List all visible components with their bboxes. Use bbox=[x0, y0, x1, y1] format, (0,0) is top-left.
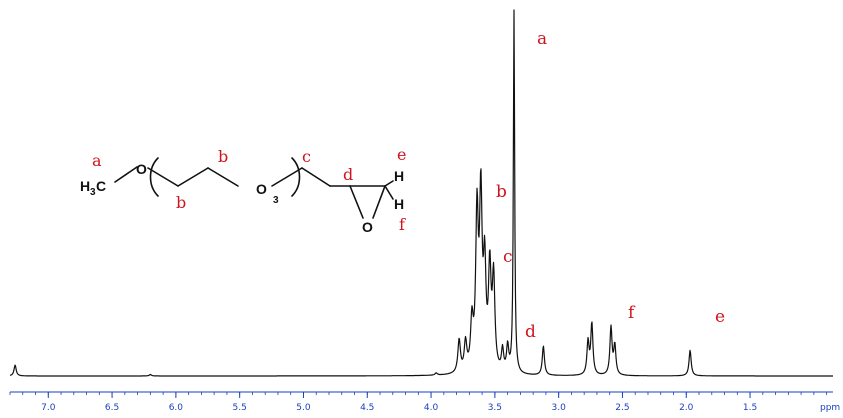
axis-tick-labels: 7.0 6.5 6.0 5.5 5.0 4.5 4.0 3.5 3.0 2.5 2.0 1.5 bbox=[41, 403, 757, 413]
bond-ch2-o bbox=[207, 167, 239, 187]
atom-methyl-sub: 3 bbox=[90, 187, 96, 198]
axis-ticks bbox=[9, 392, 828, 398]
structure-atoms: H 3 C O O 3 O H H bbox=[80, 161, 404, 235]
axis-tick-label: 3.5 bbox=[488, 403, 502, 413]
axis-tick-label: 4.0 bbox=[424, 403, 439, 413]
peak-label-e: e bbox=[715, 307, 725, 327]
atom-methyl-h: H bbox=[80, 178, 90, 194]
bond-epoxide-left bbox=[349, 185, 364, 219]
bond-o-ch2 bbox=[147, 167, 179, 187]
atom-epoxide-o: O bbox=[362, 219, 373, 235]
spectrum-trace bbox=[9, 9, 834, 377]
bond-methyl-o bbox=[114, 166, 138, 183]
repeat-bracket-left bbox=[149, 157, 159, 197]
bond-epoxide-right bbox=[372, 185, 386, 219]
struct-label-a: a bbox=[92, 151, 102, 170]
bond-c-d bbox=[301, 167, 331, 187]
axis-tick-label: 6.5 bbox=[105, 403, 119, 413]
axis-tick-label: 2.5 bbox=[615, 403, 629, 413]
axis-tick-label: 6.0 bbox=[169, 403, 184, 413]
chemical-structure: H 3 C O O 3 O H H a b b c d e f bbox=[80, 145, 406, 235]
axis-tick-label: 2.0 bbox=[679, 403, 694, 413]
struct-label-b-bottom: b bbox=[176, 193, 186, 212]
axis-unit-label: ppm bbox=[820, 403, 840, 413]
axis-tick-label: 3.0 bbox=[552, 403, 567, 413]
x-axis: 7.0 6.5 6.0 5.5 5.0 4.5 4.0 3.5 3.0 2.5 2.0 1.5 ppm bbox=[9, 391, 840, 413]
axis-tick-label: 5.0 bbox=[296, 403, 311, 413]
peak-label-d: d bbox=[525, 322, 536, 342]
bond-ch-f bbox=[384, 185, 394, 200]
peak-label-f: f bbox=[628, 303, 636, 323]
peak-label-b: b bbox=[496, 182, 507, 202]
repeat-count: 3 bbox=[273, 195, 279, 206]
struct-label-d: d bbox=[343, 165, 353, 184]
atom-oxygen-1: O bbox=[136, 161, 147, 177]
axis-tick-label: 1.5 bbox=[743, 403, 757, 413]
structure-labels: a b b c d e f bbox=[92, 145, 406, 234]
peak-labels: a b c d e f bbox=[496, 29, 725, 342]
struct-label-b-top: b bbox=[218, 147, 228, 166]
peak-label-a: a bbox=[537, 29, 547, 49]
atom-methyl-c: C bbox=[96, 178, 106, 194]
axis-tick-label: 7.0 bbox=[41, 403, 56, 413]
axis-tick-label: 4.5 bbox=[360, 403, 374, 413]
atom-h-f: H bbox=[394, 196, 404, 212]
struct-label-f: f bbox=[399, 215, 406, 234]
bond-ch2-ch2 bbox=[177, 167, 209, 187]
atom-h-e: H bbox=[394, 168, 404, 184]
bond-ch-e bbox=[384, 180, 394, 187]
peak-label-c: c bbox=[503, 247, 513, 267]
struct-label-e: e bbox=[397, 145, 406, 164]
struct-label-c: c bbox=[302, 147, 311, 166]
atom-oxygen-2: O bbox=[256, 181, 267, 197]
bond-o-ch2-c bbox=[271, 167, 303, 187]
axis-tick-label: 5.5 bbox=[233, 403, 247, 413]
repeat-bracket-right bbox=[291, 157, 301, 197]
structure-bonds bbox=[114, 157, 394, 219]
